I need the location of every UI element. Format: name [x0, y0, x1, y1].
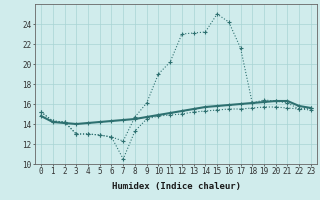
- X-axis label: Humidex (Indice chaleur): Humidex (Indice chaleur): [111, 182, 241, 191]
